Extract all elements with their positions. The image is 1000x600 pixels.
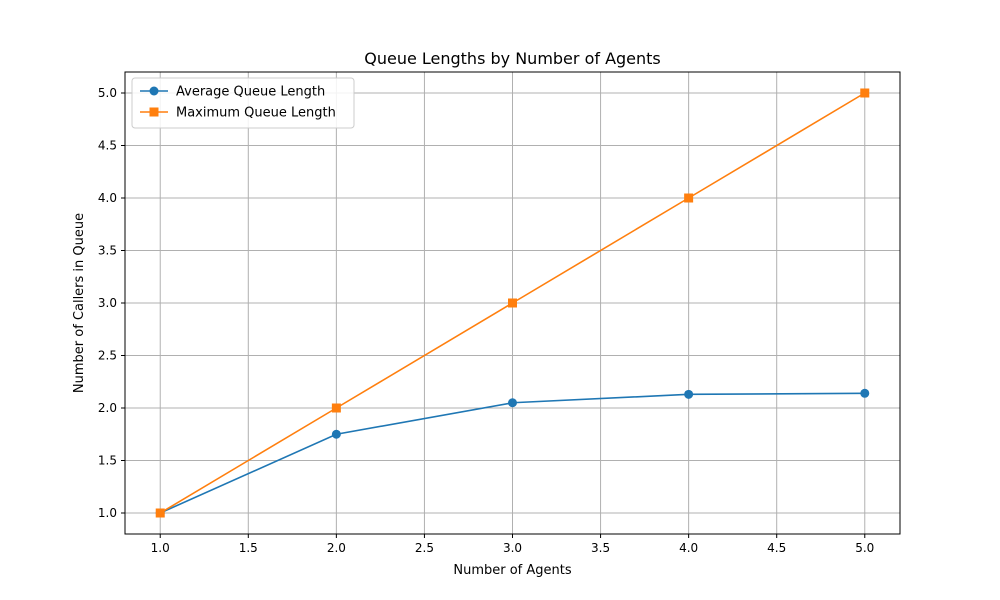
y-tick-label: 2.5	[98, 349, 117, 363]
axis-ticks: 1.0 1.5 2.0 2.5 3.0 3.5 4.0 4.5 5.0 1.0 1.5 2.0 2.5 3…	[98, 86, 874, 555]
y-tick-label: 4.0	[98, 191, 117, 205]
data-point-square	[155, 508, 165, 518]
chart-title: Queue Lengths by Number of Agents	[364, 49, 661, 68]
legend-label: Maximum Queue Length	[176, 106, 336, 121]
series	[155, 88, 870, 518]
x-tick-label: 3.0	[503, 541, 522, 555]
legend-item: Average Queue Length	[140, 85, 325, 100]
legend-item: Maximum Queue Length	[140, 106, 336, 121]
legend: Average Queue Length Maximum Queue Length	[131, 77, 355, 129]
series-2	[155, 88, 870, 518]
x-tick-label: 1.5	[239, 541, 258, 555]
data-point-circle	[860, 388, 870, 398]
x-tick-label: 4.5	[767, 541, 786, 555]
y-tick-label: 2.0	[98, 401, 117, 415]
y-tick-label: 3.5	[98, 244, 117, 258]
y-tick-label: 3.0	[98, 296, 117, 310]
data-point-circle	[684, 389, 694, 399]
x-tick-label: 4.0	[679, 541, 698, 555]
y-tick-label: 1.5	[98, 454, 117, 468]
y-tick-label: 1.0	[98, 506, 117, 520]
legend-marker-circle	[149, 86, 159, 96]
y-tick-label: 5.0	[98, 86, 117, 100]
x-axis-title: Number of Agents	[453, 563, 571, 578]
legend-label: Average Queue Length	[176, 85, 325, 100]
data-point-circle	[508, 398, 517, 408]
data-point-square	[684, 193, 694, 203]
legend-marker-square	[149, 107, 159, 117]
x-tick-label: 1.0	[151, 541, 170, 555]
y-tick-label: 4.5	[98, 139, 117, 153]
x-tick-label: 5.0	[855, 541, 874, 555]
x-tick-label: 2.5	[415, 541, 434, 555]
data-point-square	[508, 298, 517, 308]
x-tick-label: 3.5	[591, 541, 610, 555]
y-axis-title: Number of Callers in Queue	[72, 213, 87, 393]
x-tick-label: 2.0	[327, 541, 346, 555]
data-point-circle	[331, 429, 341, 439]
data-point-square	[860, 88, 870, 98]
legend-box	[131, 77, 355, 129]
data-point-square	[331, 403, 341, 413]
